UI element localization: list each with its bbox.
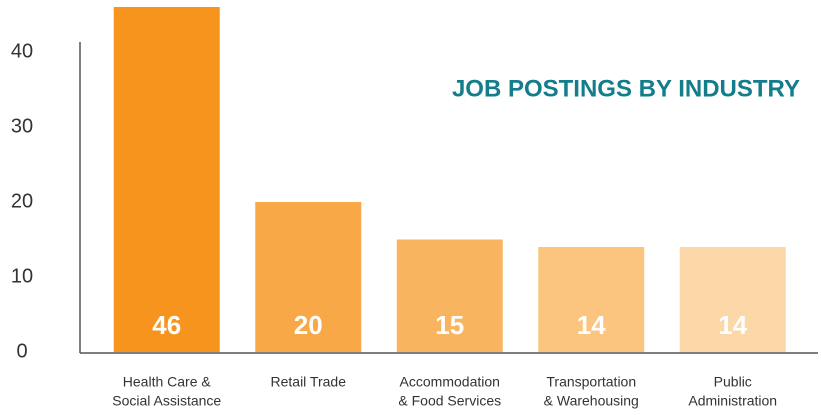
y-tick-label: 10 bbox=[11, 265, 33, 287]
chart-title: JOB POSTINGS BY INDUSTRY bbox=[452, 75, 800, 102]
x-tick-label: Retail Trade bbox=[271, 374, 347, 390]
y-tick-label: 30 bbox=[11, 115, 33, 137]
bar bbox=[538, 247, 645, 352]
bar bbox=[679, 247, 786, 352]
value-label: 15 bbox=[435, 310, 464, 340]
x-tick-label: Social Assistance bbox=[112, 393, 221, 409]
value-label: 14 bbox=[577, 310, 606, 340]
x-tick-label: Accommodation bbox=[400, 374, 500, 390]
x-tick-label: Administration bbox=[688, 393, 777, 409]
x-tick-label: Health Care & bbox=[123, 374, 212, 390]
y-tick-label: 0 bbox=[16, 340, 27, 362]
bar bbox=[255, 202, 362, 352]
value-label: 20 bbox=[294, 310, 323, 340]
bar bbox=[113, 7, 220, 352]
y-tick-label: 20 bbox=[11, 190, 33, 212]
x-tick-label: Public bbox=[714, 374, 752, 390]
x-tick-label: & Warehousing bbox=[544, 393, 639, 409]
value-label: 46 bbox=[152, 310, 181, 340]
x-tick-label: & Food Services bbox=[398, 393, 501, 409]
value-label: 14 bbox=[718, 310, 747, 340]
y-tick-label: 40 bbox=[11, 40, 33, 62]
bar bbox=[396, 239, 503, 352]
x-tick-label: Transportation bbox=[546, 374, 636, 390]
